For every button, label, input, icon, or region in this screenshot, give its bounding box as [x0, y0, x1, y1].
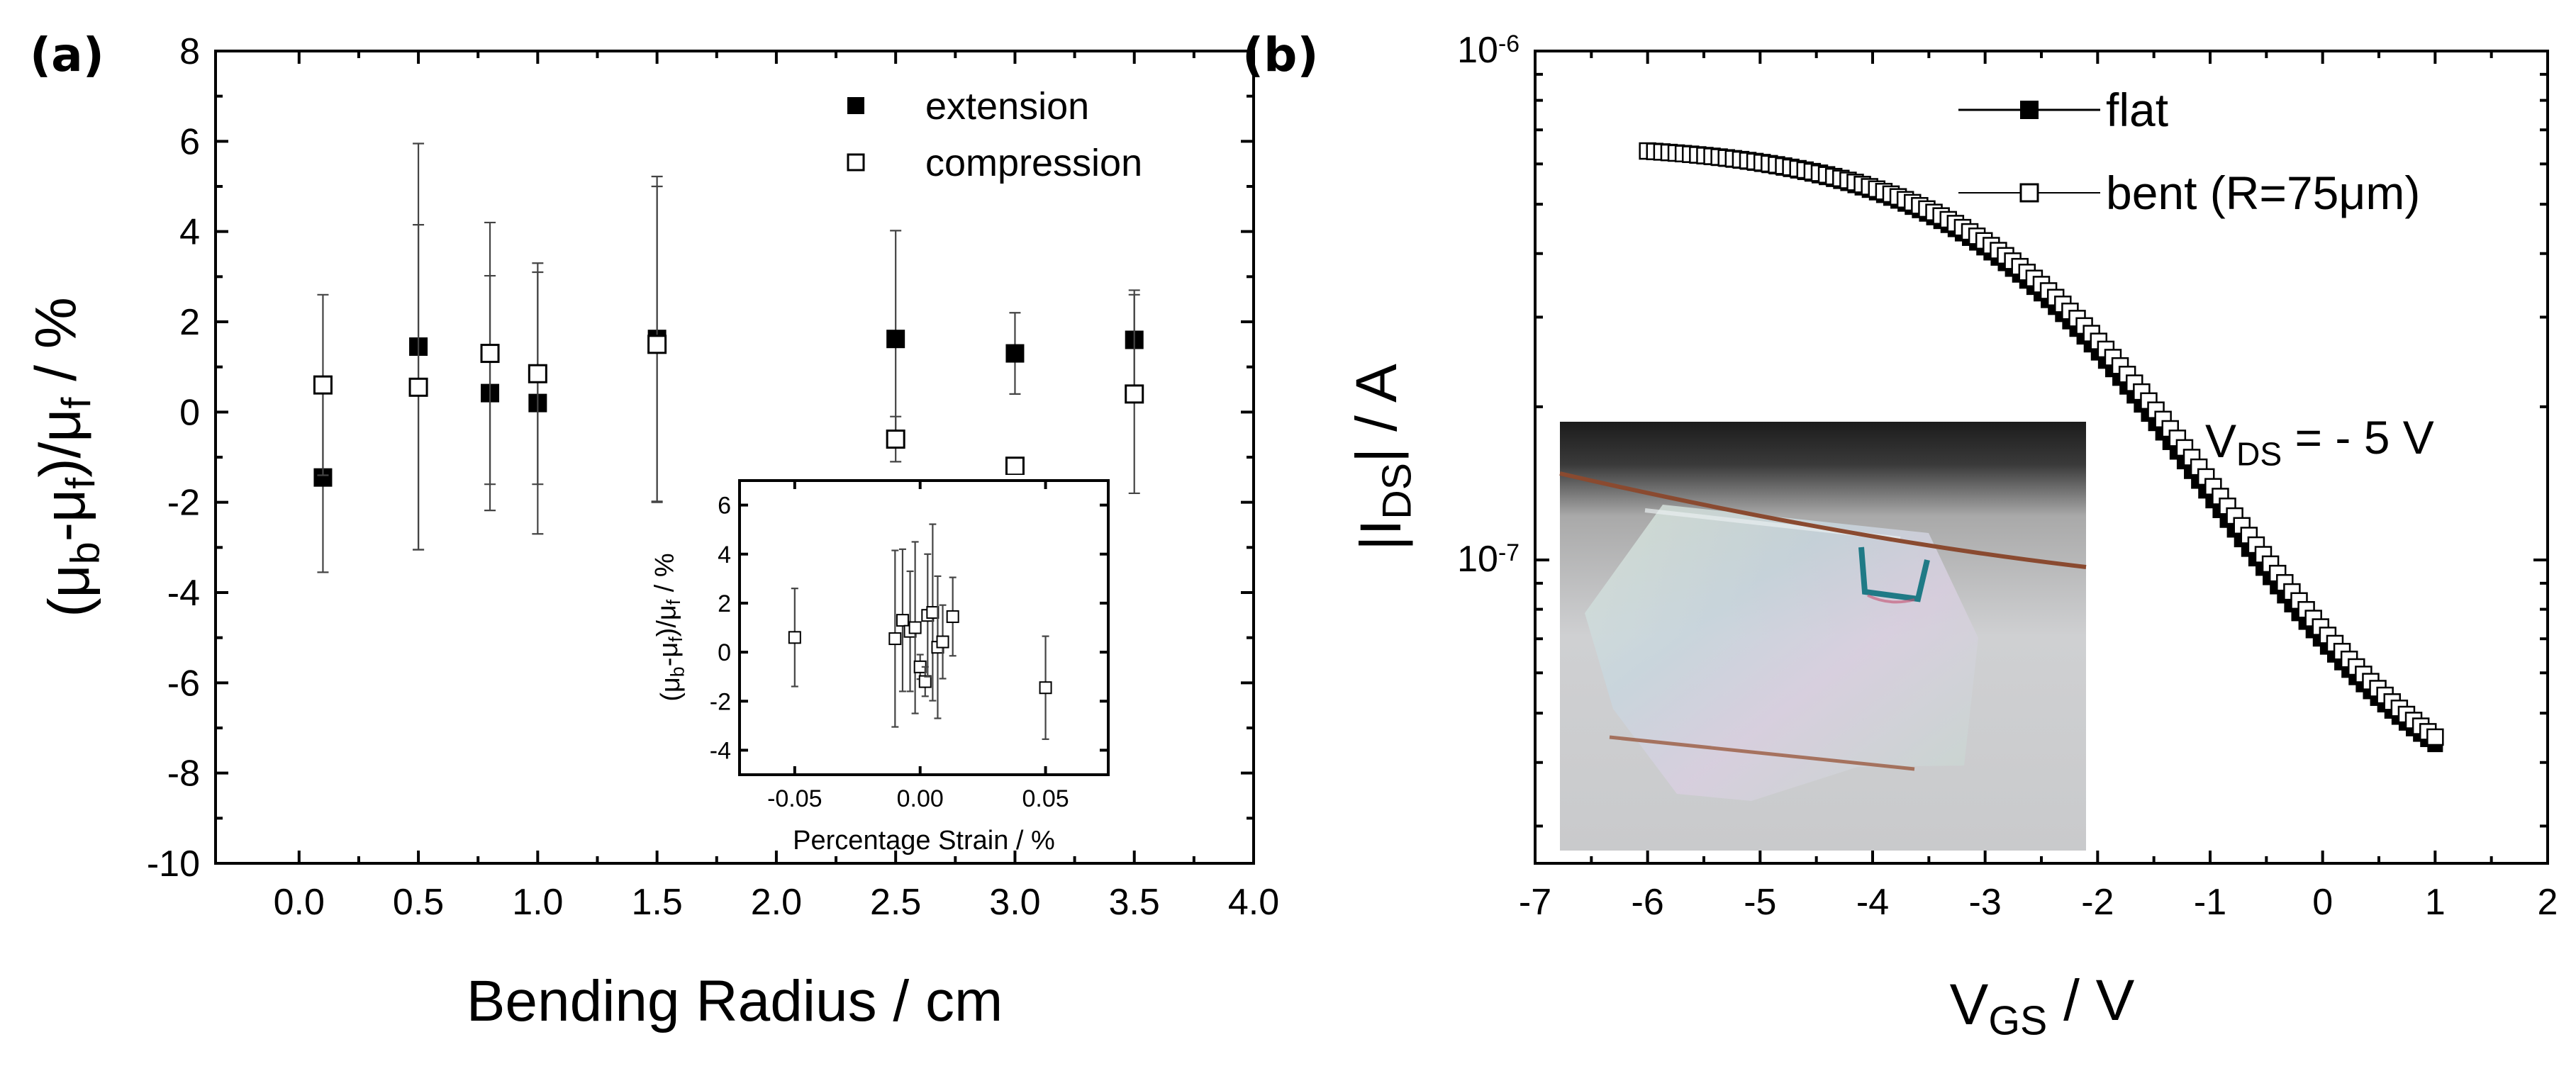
- panel-a: (a) -10 -8 -6 -4 -2 0 2 4 6 8 0.0 0.5 1.0 1.5 2.0 2.5 3…: [24, 28, 1280, 1033]
- panel-b-y-axis-label: |IDS| / A: [1344, 364, 1420, 551]
- inset-point: [926, 606, 939, 619]
- legend-label-extension: extension: [925, 85, 1089, 128]
- panel-a-label: (a): [30, 28, 104, 82]
- y-tick-label: -4: [167, 573, 200, 614]
- inset-y-ticks: -4 -2 0 2 4 6: [710, 493, 1108, 764]
- y-tick-label: -6: [167, 663, 200, 704]
- x-tick-label: -4: [1856, 882, 1889, 923]
- inset-point: [908, 621, 922, 634]
- x-tick-label: 0: [2312, 882, 2333, 923]
- panel-a-legend: extension compression: [847, 85, 1142, 184]
- inset-y-tick-label: 2: [718, 590, 731, 617]
- x-tick-label: 1: [2425, 882, 2446, 923]
- y-tick-label: -8: [167, 753, 200, 795]
- point-extension: [1005, 344, 1025, 363]
- panel-b-x-ticks: -7 -6 -5 -4 -3 -2 -1 0 1 2: [1519, 51, 2558, 923]
- panel-b-label: (b): [1242, 28, 1319, 82]
- x-tick-label: 1.0: [512, 882, 563, 923]
- x-tick-label: 3.5: [1109, 882, 1160, 923]
- legend-marker-compression: [847, 153, 865, 172]
- panel-b-data: [1639, 142, 2444, 753]
- panel-b-x-axis-label: VGS / V: [1950, 968, 2135, 1044]
- point-bent: [2426, 728, 2444, 746]
- panel-a-inset: -4 -2 0 2 4 6 -0.05 0.00 0.05 (μb-μf)/μf / % Pe…: [649, 475, 1113, 856]
- inset-y-tick-label: 0: [718, 639, 731, 666]
- point-compression: [313, 375, 333, 395]
- inset-point: [1039, 681, 1052, 695]
- point-compression: [480, 344, 500, 364]
- y-tick-label: -2: [167, 483, 200, 524]
- x-tick-label: 0.0: [274, 882, 325, 923]
- x-tick-label: -7: [1519, 882, 1551, 923]
- y-tick-label: 8: [179, 31, 200, 72]
- y-tick-label: 0: [179, 392, 200, 433]
- legend-label-bent: bent (R=75μm): [2106, 167, 2420, 219]
- x-tick-label: 4.0: [1228, 882, 1279, 923]
- inset-x-axis-label: Percentage Strain / %: [793, 826, 1055, 856]
- inset-x-tick-label: 0.00: [897, 785, 944, 812]
- panel-b-legend: flat bent (R=75μm): [1958, 84, 2420, 219]
- point-compression: [647, 335, 667, 354]
- inset-axes-frame: [738, 479, 1110, 776]
- legend-marker-flat: [2020, 101, 2039, 119]
- x-tick-label: 1.5: [631, 882, 682, 923]
- inset-data: [788, 523, 1052, 740]
- x-tick-label: -1: [2194, 882, 2226, 923]
- inset-y-tick-label: -2: [710, 688, 731, 715]
- inset-y-axis-label: (μb-μf)/μf / %: [649, 553, 688, 701]
- inset-photo: [1559, 422, 2087, 851]
- y-tick-label: 2: [179, 302, 200, 343]
- panel-a-data: [313, 142, 1144, 573]
- x-tick-label: 0.5: [393, 882, 444, 923]
- inset-y-tick-label: -4: [710, 737, 731, 764]
- panel-b-y-ticks: 10-6 10-7: [1457, 30, 2548, 828]
- x-tick-label: 3.0: [989, 882, 1040, 923]
- x-tick-label: -2: [2081, 882, 2114, 923]
- point-compression: [1005, 456, 1025, 476]
- x-tick-label: -3: [1969, 882, 2002, 923]
- panel-b: (b) 10-6 10-7 -7 -6 -5 -4 -3 -2 -1 0 1 2 |IDS| / A…: [1242, 28, 2558, 1043]
- panel-a-y-axis-label: (μb-μf)/μf / %: [24, 297, 108, 617]
- panel-a-y-ticks: -10 -8 -6 -4 -2 0 2 4 6 8: [147, 31, 1254, 885]
- y-tick-label: 6: [179, 121, 200, 162]
- inset-x-tick-label: -0.05: [767, 785, 823, 812]
- legend-label-compression: compression: [925, 142, 1142, 184]
- point-compression: [408, 377, 428, 397]
- y-tick-label: 10-7: [1457, 539, 1520, 580]
- y-tick-label: -10: [147, 843, 200, 885]
- x-tick-label: -5: [1744, 882, 1776, 923]
- legend-marker-bent: [2019, 183, 2039, 203]
- x-tick-label: 2: [2538, 882, 2558, 923]
- inset-point: [888, 632, 902, 646]
- point-compression: [528, 364, 547, 383]
- x-tick-label: 2.5: [870, 882, 921, 923]
- point-compression: [1125, 384, 1144, 404]
- x-tick-label: 2.0: [751, 882, 802, 923]
- legend-marker-extension: [847, 97, 864, 114]
- inset-point: [936, 635, 949, 649]
- inset-y-tick-label: 4: [718, 542, 731, 568]
- point-compression: [886, 430, 905, 449]
- y-tick-label: 4: [179, 212, 200, 253]
- inset-point: [918, 675, 932, 688]
- inset-x-ticks: -0.05 0.00 0.05: [767, 481, 1069, 812]
- inset-point: [788, 631, 801, 644]
- y-tick-label: 10-6: [1457, 30, 1520, 71]
- panel-a-x-axis-label: Bending Radius / cm: [467, 969, 1003, 1033]
- legend-label-flat: flat: [2106, 84, 2168, 136]
- inset-point: [946, 610, 959, 623]
- inset-point: [896, 614, 909, 627]
- x-tick-label: -6: [1632, 882, 1664, 923]
- inset-x-tick-label: 0.05: [1022, 785, 1069, 812]
- vds-annotation: VDS = - 5 V: [2205, 411, 2434, 473]
- panel-a-x-ticks: 0.0 0.5 1.0 1.5 2.0 2.5 3.0 3.5 4.0: [274, 51, 1279, 923]
- inset-y-tick-label: 6: [718, 493, 731, 520]
- point-extension: [886, 330, 905, 349]
